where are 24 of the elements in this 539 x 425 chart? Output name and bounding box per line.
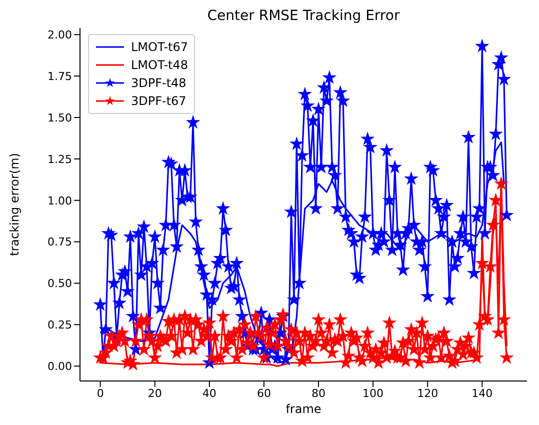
y-tick-label: 1.75 bbox=[48, 70, 72, 83]
y-tick-label: 2.00 bbox=[48, 28, 72, 42]
y-tick-label: 0.25 bbox=[48, 318, 72, 332]
x-tick-label: 20 bbox=[148, 386, 162, 400]
x-tick-label: 100 bbox=[362, 386, 384, 400]
x-tick-label: 80 bbox=[312, 386, 326, 400]
x-tick-label: 140 bbox=[472, 386, 493, 400]
legend-label: 3DPF-t67 bbox=[131, 94, 186, 108]
x-axis-title: frame bbox=[286, 402, 322, 416]
legend-label: LMOT-t48 bbox=[131, 58, 188, 72]
y-tick-label: 1.25 bbox=[48, 152, 72, 166]
y-tick-label: 1.00 bbox=[48, 194, 72, 208]
x-tick-label: 40 bbox=[202, 386, 216, 400]
legend-label: LMOT-t67 bbox=[131, 40, 188, 54]
x-tick-label: 120 bbox=[417, 386, 438, 400]
chart-title: Center RMSE Tracking Error bbox=[206, 8, 401, 24]
y-tick-label: 0.75 bbox=[48, 236, 72, 249]
x-tick-label: 0 bbox=[96, 386, 104, 400]
y-tick-label: 0.00 bbox=[48, 360, 72, 373]
y-tick-label: 1.50 bbox=[48, 111, 72, 124]
x-tick-label: 60 bbox=[256, 386, 271, 400]
legend-label: 3DPF-t48 bbox=[131, 76, 186, 90]
y-tick-label: 0.50 bbox=[48, 277, 72, 290]
y-axis-title: tracking error(m) bbox=[7, 152, 22, 256]
